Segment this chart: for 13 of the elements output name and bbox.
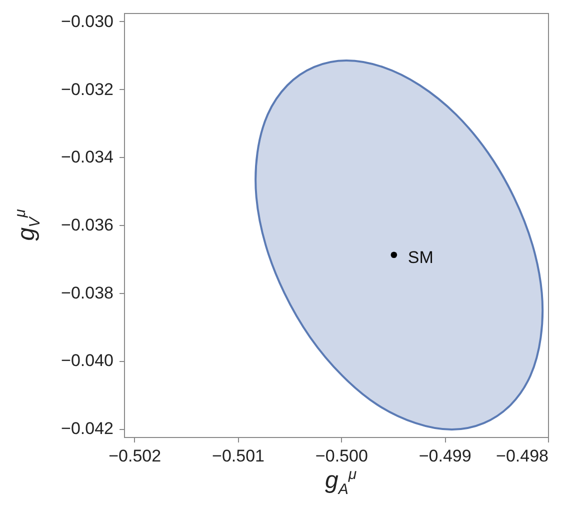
y-tick-label: −0.040 (61, 351, 114, 370)
x-tick-label: −0.501 (212, 446, 264, 466)
annotation: SM (408, 248, 434, 267)
y-tick-label: −0.036 (61, 216, 114, 234)
y-tick-label: −0.030 (61, 12, 114, 31)
x-tick-label: −0.498 (496, 446, 548, 466)
y-tick-label: −0.034 (61, 148, 114, 167)
y-tick-label: −0.032 (61, 80, 114, 99)
y-tick-label: −0.038 (61, 283, 114, 302)
x-tick-label: −0.499 (418, 446, 472, 466)
x-tick-label: −0.500 (315, 446, 368, 466)
x-tick-label: −0.502 (108, 446, 162, 466)
y-tick-label: −0.042 (61, 419, 114, 438)
